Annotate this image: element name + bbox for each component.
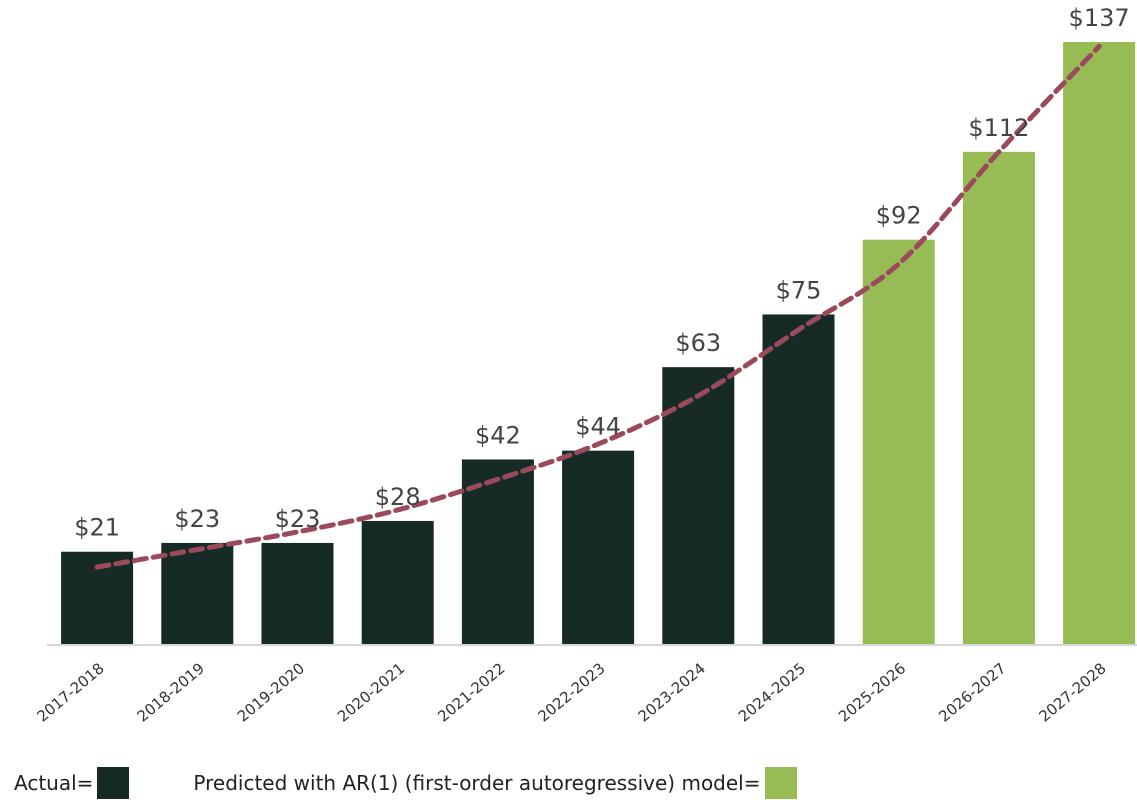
legend: Actual= Predicted with AR(1) (first-orde…	[14, 766, 797, 800]
x-tick-label-2023-2024: 2023-2024	[635, 659, 709, 725]
x-tick-label-2019-2020: 2019-2020	[234, 659, 308, 725]
x-tick-label-2022-2023: 2022-2023	[534, 659, 608, 725]
bar-chart: $21 $23 $23 $28 $42 $44 $63 $75 $92 $112 $137 2017-…	[33, 4, 1137, 726]
x-tick-label-2026-2027: 2026-2027	[935, 659, 1009, 725]
x-tick-label-2021-2022: 2021-2022	[434, 659, 508, 725]
value-label-2017-2018: $21	[74, 514, 120, 542]
bar-2019-2020	[261, 542, 334, 644]
bar-2022-2023	[562, 450, 635, 644]
bar-2024-2025	[762, 314, 835, 644]
legend-predicted-swatch	[764, 767, 797, 799]
value-label-2021-2022: $42	[475, 421, 521, 449]
bar-2021-2022	[461, 459, 534, 644]
x-tick-label-2027-2028: 2027-2028	[1035, 659, 1109, 725]
x-tick-label-2025-2026: 2025-2026	[835, 659, 909, 725]
x-tick-label-2017-2018: 2017-2018	[33, 659, 107, 725]
legend-predicted-label: Predicted with AR(1) (first-order autore…	[193, 771, 761, 795]
legend-actual-label: Actual=	[14, 771, 94, 795]
x-tick-label-2018-2019: 2018-2019	[134, 659, 208, 725]
value-label-2019-2020: $23	[275, 505, 321, 533]
value-label-2024-2025: $75	[776, 276, 822, 304]
value-label-2025-2026: $92	[876, 202, 922, 230]
bar-2027-2028	[1063, 42, 1136, 644]
bar-2026-2027	[962, 151, 1035, 645]
value-label-2026-2027: $112	[968, 114, 1029, 142]
value-label-2027-2028: $137	[1069, 4, 1130, 32]
legend-actual-swatch	[97, 767, 130, 799]
bar-2025-2026	[862, 239, 935, 644]
trendline	[94, 43, 1102, 570]
value-label-2018-2019: $23	[174, 505, 220, 533]
x-tick-label-2020-2021: 2020-2021	[334, 659, 408, 725]
bar-2023-2024	[662, 367, 735, 644]
bar-2018-2019	[161, 542, 234, 644]
value-label-2022-2023: $44	[575, 413, 621, 441]
value-label-2020-2021: $28	[375, 483, 421, 511]
value-label-2023-2024: $63	[675, 329, 721, 357]
bar-2020-2021	[361, 520, 434, 644]
x-tick-label-2024-2025: 2024-2025	[735, 659, 809, 725]
